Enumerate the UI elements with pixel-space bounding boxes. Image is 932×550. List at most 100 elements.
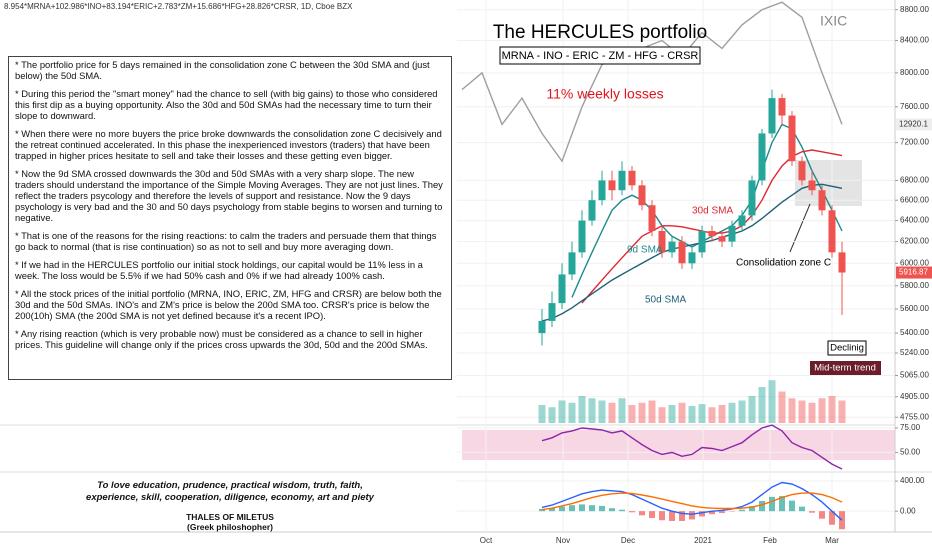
candle-body <box>708 231 716 237</box>
volume-bar <box>748 396 756 423</box>
y-tick-label: 6600.00 <box>900 195 929 204</box>
quote-line: experience, skill, cooperation, diligenc… <box>86 492 374 503</box>
candle-body <box>768 98 776 134</box>
candle-body <box>588 200 596 221</box>
candle-body <box>818 190 826 211</box>
macd-bar <box>689 511 695 520</box>
annotation: 9d SMA <box>627 245 663 256</box>
quote-role: (Greek philoshopher) <box>187 522 273 532</box>
macd-bar <box>619 509 625 512</box>
macd-bar <box>629 511 635 513</box>
price-tag <box>896 266 932 279</box>
macd-bar <box>789 500 795 512</box>
x-tick-label: Dec <box>621 536 635 545</box>
candle-body <box>748 180 756 216</box>
macd-bar <box>739 509 745 512</box>
macd-bar <box>599 505 605 512</box>
y-tick-label: 4755.00 <box>900 412 929 421</box>
x-tick-label: 2021 <box>694 536 712 545</box>
volume-bar <box>578 396 586 423</box>
volume-bar <box>698 404 706 423</box>
macd-bar <box>779 496 785 512</box>
note: * If we had in the HERCULES portfolio ou… <box>15 259 423 281</box>
macd-bar <box>559 506 565 512</box>
volume-bar <box>838 400 846 423</box>
y-tick-label: 8800.00 <box>900 5 929 14</box>
declining-box <box>827 340 867 356</box>
y-tick-label: 5240.00 <box>900 348 929 357</box>
macd-bar <box>719 511 725 514</box>
volume-bar <box>598 400 606 423</box>
candle-body <box>698 231 706 253</box>
note: * Now the 9d SMA crossed downwards the 3… <box>15 168 443 223</box>
macd-bar <box>669 511 675 521</box>
y-tick-label: 5600.00 <box>900 304 929 313</box>
quote-author: THALES OF MILETUS <box>186 512 274 522</box>
volume-bar <box>798 400 806 423</box>
candle-body <box>578 220 586 253</box>
trend-box <box>810 361 881 375</box>
candle-body <box>788 115 796 162</box>
macd-bar <box>649 511 655 518</box>
macd-bar <box>639 511 645 516</box>
ixic-tag-label: 12920.1 <box>899 120 928 129</box>
candle-body <box>668 241 676 253</box>
price-tag-label: 5916.87 <box>899 268 928 277</box>
macd-bar <box>699 511 705 517</box>
y-tick-label: 50.00 <box>900 448 921 457</box>
note: * All the stock prices of the initial po… <box>15 288 442 321</box>
volume-bar <box>828 396 836 423</box>
volume-bar <box>728 402 736 423</box>
consolidation-zone <box>795 160 862 206</box>
note: * Any rising reaction (which is very pro… <box>15 328 428 350</box>
candle-body <box>658 231 666 253</box>
candle-body <box>718 236 726 242</box>
macd-bar <box>819 511 825 519</box>
rsi-line <box>541 424 843 470</box>
subtitle: MRNA - INO - ERIC - ZM - HFG - CRSR <box>502 50 699 62</box>
candle-body <box>538 320 546 334</box>
candle-body <box>678 241 686 264</box>
volume-bar <box>738 400 746 423</box>
macd-bar <box>589 505 595 512</box>
volume-bar <box>668 405 676 423</box>
volume-bar <box>708 407 716 423</box>
volume-bar <box>678 402 686 423</box>
volume-bar <box>758 387 766 423</box>
macd-bar <box>749 506 755 512</box>
candle-body <box>838 252 846 273</box>
note: * That is one of the reasons for the ris… <box>15 230 437 252</box>
candle-body <box>618 170 626 191</box>
volume-bar <box>648 400 656 423</box>
candle-body <box>728 225 736 242</box>
macd-bar <box>799 506 805 512</box>
macd-bar <box>769 496 775 512</box>
y-tick-label: 6400.00 <box>900 216 929 225</box>
volume-bar <box>608 402 616 423</box>
x-tick-label: Feb <box>763 536 777 545</box>
macd-bar <box>549 508 555 512</box>
note: * During this period the "smart money" h… <box>15 88 438 121</box>
volume-bar <box>628 405 636 423</box>
candle-body <box>628 170 636 186</box>
y-tick-label: 4905.00 <box>900 392 929 401</box>
volume-bar <box>778 391 786 423</box>
volume-bar <box>788 398 796 423</box>
macd-bar <box>539 508 545 512</box>
volume-bar <box>588 398 596 423</box>
y-tick-label: 7600.00 <box>900 102 929 111</box>
volume-bar <box>818 398 826 423</box>
candle-body <box>558 274 566 304</box>
candle-body <box>598 180 606 201</box>
notes-box: * The portfolio price for 5 days remaine… <box>8 56 452 380</box>
volume-bar <box>618 398 626 423</box>
macd-line <box>541 492 843 511</box>
volume-bar <box>808 402 816 423</box>
y-tick-label: 6800.00 <box>900 176 929 185</box>
note: * When there were no more buyers the pri… <box>15 128 442 161</box>
y-tick-label: 400.00 <box>900 476 925 485</box>
sma-line <box>571 123 843 298</box>
volume-bar <box>718 405 726 423</box>
sma-line <box>541 183 843 322</box>
